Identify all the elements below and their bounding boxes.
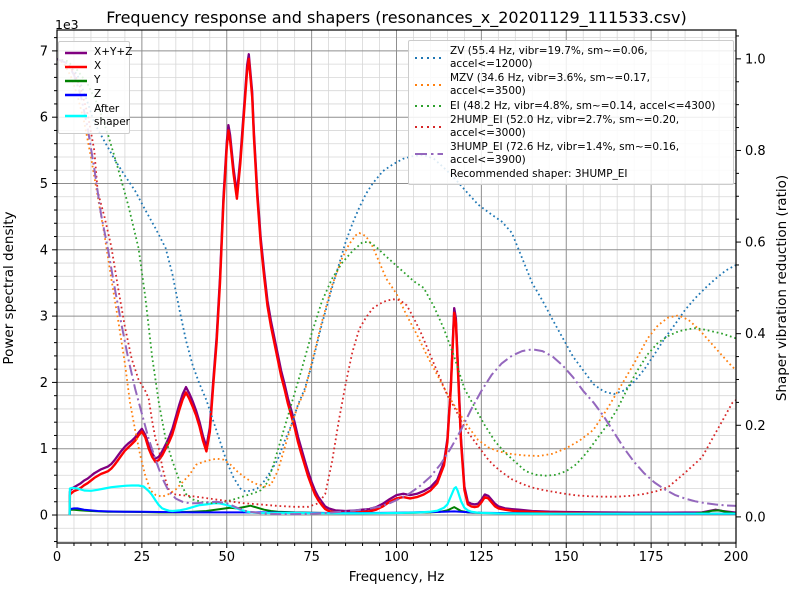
y-axis-label-left: Power spectral density	[1, 211, 17, 365]
series-after-shaper	[68, 484, 736, 516]
legend-shaper-swatch-line-icon	[414, 80, 444, 90]
legend-psd-swatch-line-icon	[64, 48, 88, 58]
legend-shaper-swatch-line-icon	[414, 149, 444, 159]
legend-shaper-item: MZV (34.6 Hz, vibr=3.6%, sm~=0.17, accel…	[414, 72, 727, 98]
legend-psd-item: Z	[64, 88, 123, 101]
legend-shaper-label: 3HUMP_EI (72.6 Hz, vibr=1.4%, sm~=0.16, …	[450, 140, 680, 166]
y-right-tick-label: 0.8	[745, 144, 766, 159]
tick-labels: 0 25 50 75 100 125 150 175 200 0 1 2 3 4 5 6 7 0.0 0.2 0.4 0…	[40, 44, 766, 565]
legend-shapers: ZV (55.4 Hz, vibr=19.7%, sm~=0.06, accel…	[408, 40, 734, 186]
legend-psd-label: Z	[94, 88, 102, 101]
legend-psd-label: X	[94, 60, 102, 73]
y-left-tick-label: 3	[40, 310, 48, 325]
x-tick-label: 75	[303, 550, 320, 565]
legend-shaper-label: ZV (55.4 Hz, vibr=19.7%, sm~=0.06, accel…	[450, 45, 648, 71]
series-2hump-ei	[57, 58, 736, 508]
legend-shaper-swatch-line-icon	[414, 101, 444, 111]
x-tick-label: 150	[554, 550, 579, 565]
series-3hump-ei	[57, 57, 736, 516]
y-left-tick-label: 6	[40, 111, 48, 126]
x-tick-label: 0	[53, 550, 61, 565]
y-left-tick-label: 5	[40, 177, 48, 192]
ticks	[52, 35, 741, 548]
legend-psd-swatch-line-icon	[64, 62, 88, 72]
legend-psd-item: X+Y+Z	[64, 46, 132, 59]
y-right-tick-label: 0.4	[745, 327, 766, 342]
y-right-tick-label: 0.6	[745, 236, 766, 251]
y-left-tick-label: 2	[40, 376, 48, 391]
y-right-tick-label: 0.0	[745, 510, 766, 525]
y-right-tick-label: 0.2	[745, 419, 766, 434]
series-mzv	[57, 58, 736, 498]
y-right-tick-label: 1.0	[745, 52, 766, 67]
legend-psd-swatch-line-icon	[64, 111, 88, 121]
y-left-tick-label: 4	[40, 243, 48, 258]
x-tick-label: 100	[384, 550, 409, 565]
legend-shaper-swatch-line-icon	[414, 53, 444, 63]
series-zv	[57, 58, 736, 493]
x-tick-label: 50	[218, 550, 235, 565]
y-axis-label-right: Shaper vibration reduction (ratio)	[774, 174, 790, 402]
legend-shaper-item: 3HUMP_EI (72.6 Hz, vibr=1.4%, sm~=0.16, …	[414, 141, 727, 167]
legend-shaper-label: 2HUMP_EI (52.0 Hz, vibr=2.7%, sm~=0.20, …	[450, 113, 680, 139]
legend-psd-swatch-line-icon	[64, 76, 88, 86]
y-axis-offset-label: 1e3	[55, 17, 79, 32]
legend-shaper-item: 2HUMP_EI (52.0 Hz, vibr=2.7%, sm~=0.20, …	[414, 114, 727, 140]
x-axis-label: Frequency, Hz	[348, 569, 445, 585]
curves	[57, 53, 736, 516]
y-left-tick-label: 7	[40, 44, 48, 59]
x-tick-label: 125	[469, 550, 494, 565]
legend-psd: X+Y+Z X Y Z After shaper	[58, 41, 132, 134]
x-tick-label: 175	[639, 550, 664, 565]
legend-shaper-label: MZV (34.6 Hz, vibr=3.6%, sm~=0.17, accel…	[450, 72, 650, 98]
legend-psd-label: X+Y+Z	[94, 46, 133, 58]
legend-psd-item: After shaper	[64, 103, 130, 129]
legend-psd-label: Y	[94, 74, 101, 87]
legend-shaper-label: EI (48.2 Hz, vibr=4.8%, sm~=0.14, accel<…	[450, 99, 716, 112]
y-left-tick-label: 0	[40, 509, 48, 524]
recommended-shaper-text: Recommended shaper: 3HUMP_EI	[450, 168, 628, 181]
legend-shaper-swatch-line-icon	[414, 122, 444, 132]
legend-shaper-item: EI (48.2 Hz, vibr=4.8%, sm~=0.14, accel<…	[414, 100, 727, 113]
legend-shaper-item: ZV (55.4 Hz, vibr=19.7%, sm~=0.06, accel…	[414, 45, 727, 71]
legend-psd-label: After shaper	[94, 102, 131, 128]
x-tick-label: 200	[724, 550, 749, 565]
chart-title: Frequency response and shapers (resonanc…	[106, 8, 687, 27]
series-ei	[57, 58, 736, 505]
legend-psd-item: Y	[64, 74, 123, 87]
x-tick-label: 25	[134, 550, 151, 565]
y-left-tick-label: 1	[40, 442, 48, 457]
legend-psd-item: X	[64, 60, 123, 73]
legend-psd-swatch-line-icon	[64, 90, 88, 100]
series-x	[68, 57, 736, 516]
